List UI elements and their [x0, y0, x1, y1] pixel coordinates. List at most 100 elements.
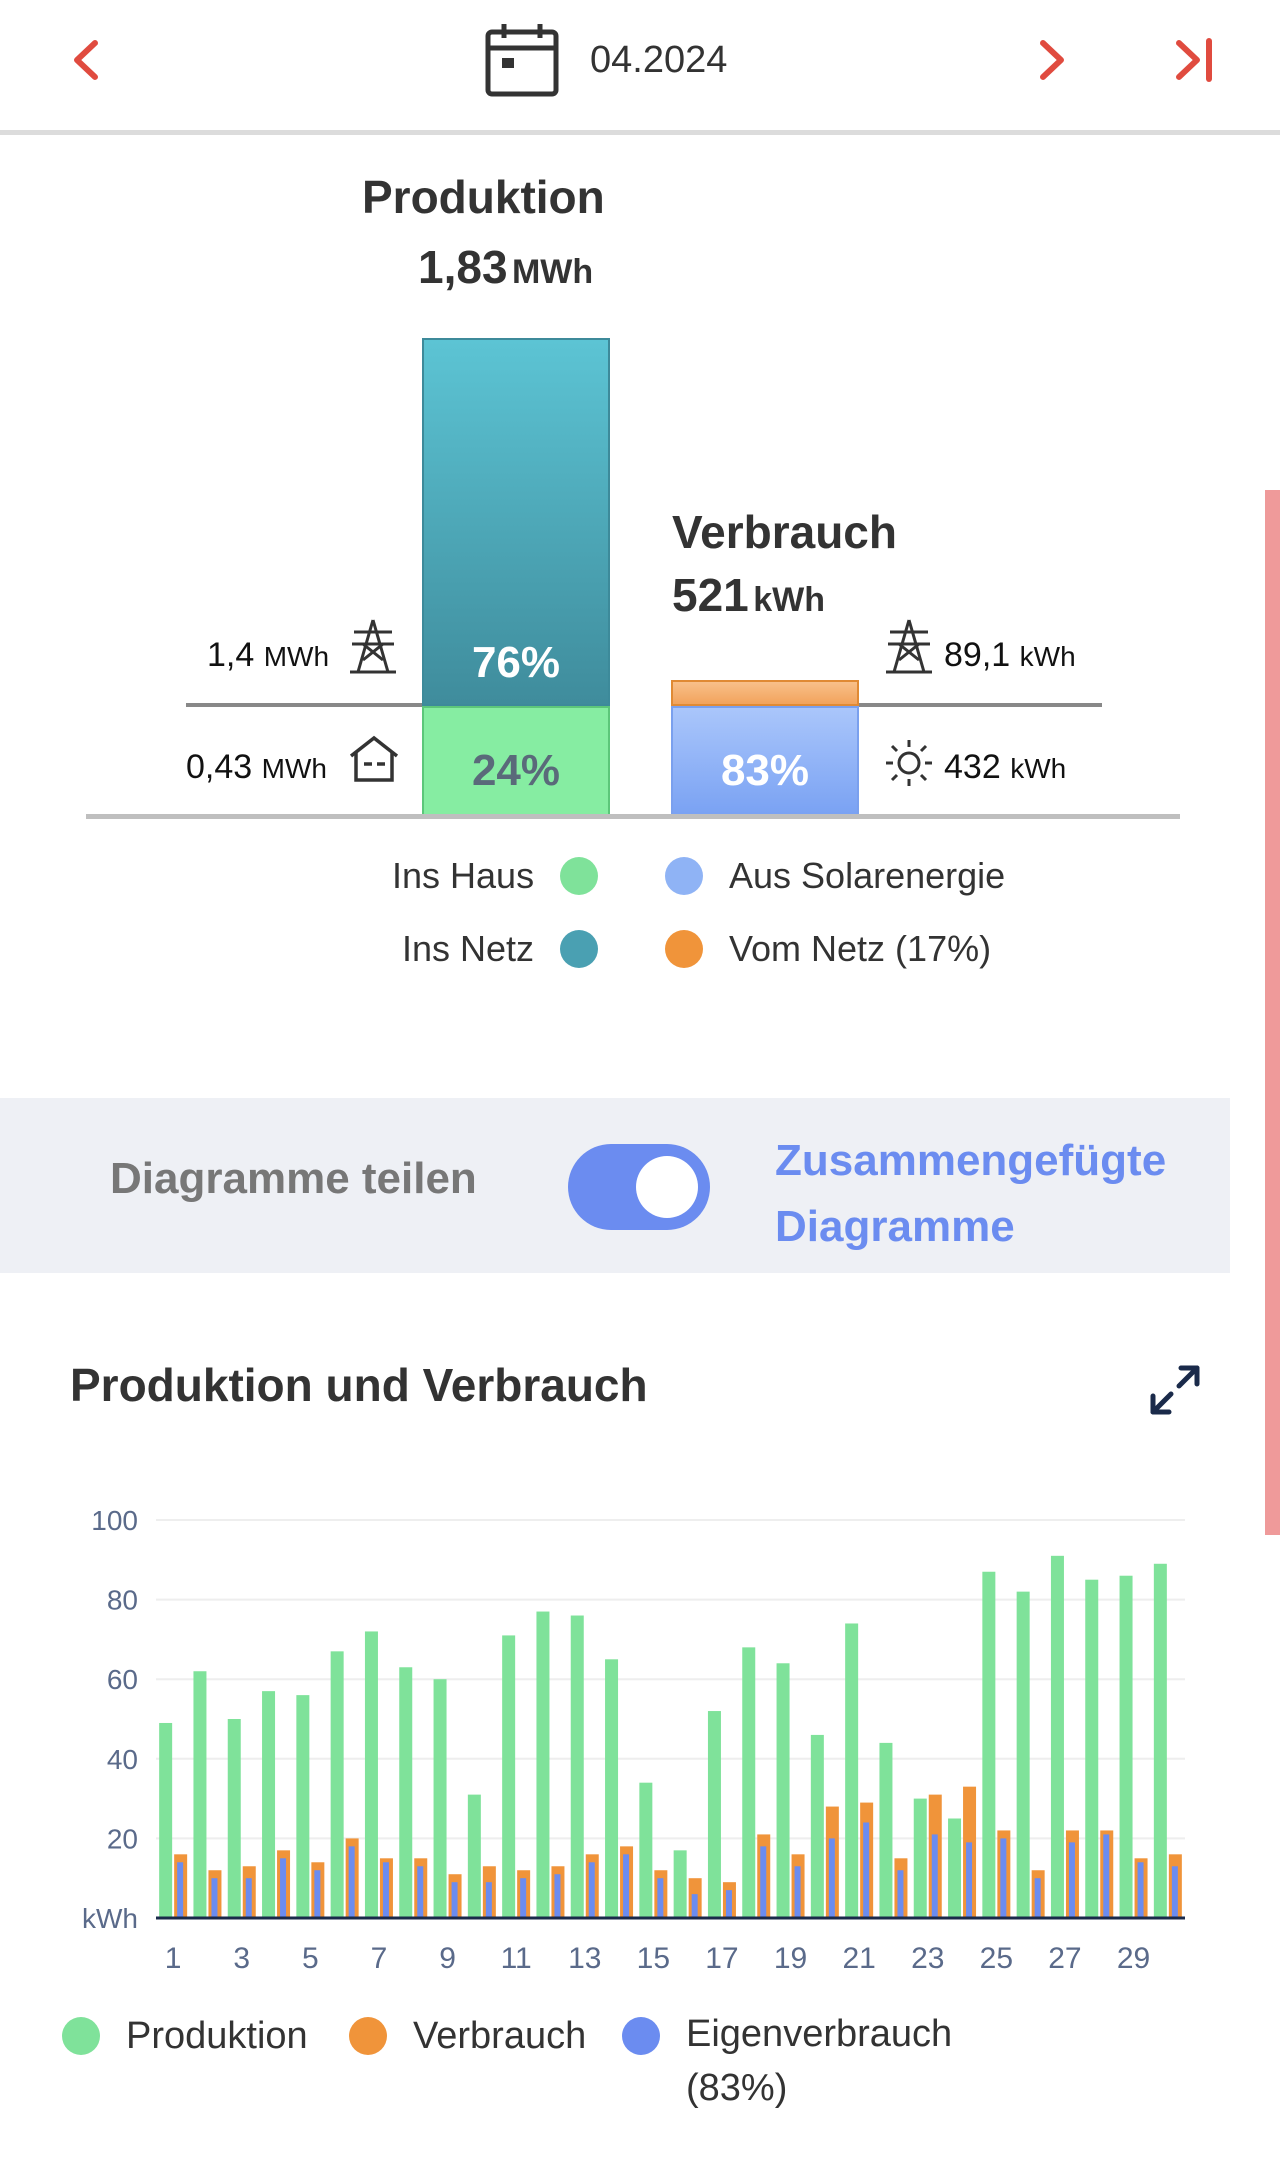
house-value: 0,43 MWh	[186, 748, 327, 787]
expand-icon[interactable]	[1145, 1360, 1205, 1420]
bar-production[interactable]	[742, 1647, 756, 1918]
chart-legend-self: Eigenverbrauch (83%)	[622, 2013, 952, 2115]
bar-self-consumption[interactable]	[348, 1846, 355, 1918]
bar-production[interactable]	[707, 1711, 721, 1918]
bar-self-consumption[interactable]	[177, 1862, 184, 1918]
grid-export-value: 1,4 MWh	[207, 636, 329, 675]
bar-self-consumption[interactable]	[966, 1842, 973, 1918]
bar-self-consumption[interactable]	[485, 1882, 492, 1918]
bar-self-consumption[interactable]	[897, 1870, 904, 1918]
next-month-button[interactable]	[1023, 30, 1083, 90]
bar-production[interactable]	[948, 1818, 962, 1919]
bar-self-consumption[interactable]	[417, 1866, 424, 1918]
bar-self-consumption[interactable]	[280, 1858, 287, 1918]
bar-production[interactable]	[639, 1782, 653, 1918]
skip-to-end-icon	[1176, 38, 1212, 82]
consumption-value: 521	[672, 569, 749, 621]
bar-production[interactable]	[673, 1850, 687, 1918]
grid-export-unit: MWh	[263, 641, 330, 672]
bar-production[interactable]	[1119, 1575, 1133, 1918]
bar-self-consumption[interactable]	[657, 1878, 664, 1918]
solar-value: 432 kWh	[944, 748, 1066, 787]
x-tick-label: 11	[501, 1942, 532, 1975]
bar-production[interactable]	[193, 1671, 207, 1918]
bar-production[interactable]	[364, 1631, 378, 1918]
bar-self-consumption[interactable]	[794, 1866, 801, 1918]
y-axis-label: kWh	[82, 1903, 138, 1934]
bar-production[interactable]	[776, 1663, 790, 1918]
x-tick-label: 29	[1117, 1942, 1150, 1975]
bar-production[interactable]	[1050, 1555, 1064, 1918]
legend-aus-solar-label: Aus Solarenergie	[729, 855, 1006, 896]
chevron-right-icon	[1040, 40, 1064, 80]
scroll-indicator[interactable]	[1265, 490, 1280, 1535]
chart-legend-production-dot	[62, 2017, 100, 2055]
divider-right	[859, 703, 1102, 707]
chart-legend-production: Produktion	[62, 2015, 308, 2058]
bar-self-consumption[interactable]	[1000, 1838, 1007, 1918]
bar-production[interactable]	[262, 1691, 276, 1918]
bar-production[interactable]	[913, 1798, 927, 1918]
bar-self-consumption[interactable]	[451, 1882, 458, 1918]
bar-production[interactable]	[810, 1734, 824, 1918]
bar-production[interactable]	[433, 1679, 447, 1918]
bar-production[interactable]	[1016, 1591, 1030, 1918]
bar-self-consumption[interactable]	[245, 1878, 252, 1918]
bar-self-consumption[interactable]	[1034, 1878, 1041, 1918]
consumption-title: Verbrauch	[672, 506, 897, 558]
bar-production[interactable]	[1085, 1579, 1099, 1918]
bar-self-consumption[interactable]	[691, 1894, 698, 1918]
x-tick-label: 27	[1048, 1942, 1081, 1975]
bar-self-consumption[interactable]	[314, 1870, 321, 1918]
production-grid-percent: 76%	[471, 638, 561, 687]
production-total: 1,83 MWh	[418, 240, 593, 294]
bar-production[interactable]	[502, 1635, 516, 1918]
x-tick-label: 17	[705, 1942, 738, 1975]
merged-charts-label[interactable]: Zusammengefügte Diagramme	[775, 1136, 1167, 1251]
production-value: 1,83	[418, 241, 508, 293]
bar-production[interactable]	[399, 1667, 413, 1918]
chart-legend-consumption-label: Verbrauch	[413, 2015, 587, 2057]
bar-self-consumption[interactable]	[760, 1846, 767, 1918]
bar-self-consumption[interactable]	[382, 1862, 389, 1918]
bar-production[interactable]	[982, 1571, 996, 1918]
x-tick-label: 7	[371, 1942, 388, 1975]
bar-self-consumption[interactable]	[863, 1822, 870, 1918]
previous-month-button[interactable]	[55, 30, 115, 90]
toggle-knob	[636, 1156, 698, 1218]
grid-export-number: 1,4	[207, 636, 255, 674]
bar-self-consumption[interactable]	[1171, 1866, 1178, 1918]
bar-self-consumption[interactable]	[828, 1838, 835, 1918]
legend-ins-haus-label: Ins Haus	[392, 855, 535, 896]
bar-self-consumption[interactable]	[931, 1834, 938, 1918]
bar-production[interactable]	[605, 1659, 619, 1918]
bar-self-consumption[interactable]	[554, 1874, 561, 1918]
bar-production[interactable]	[227, 1719, 241, 1918]
bar-self-consumption[interactable]	[725, 1890, 732, 1918]
bar-production[interactable]	[330, 1651, 344, 1918]
x-tick-label: 23	[911, 1942, 944, 1975]
bar-production[interactable]	[1153, 1563, 1167, 1918]
bar-self-consumption[interactable]	[211, 1878, 218, 1918]
x-tick-label: 3	[233, 1942, 250, 1975]
bar-self-consumption[interactable]	[623, 1854, 630, 1918]
house-icon	[349, 735, 399, 782]
bar-self-consumption[interactable]	[1068, 1842, 1075, 1918]
legend-aus-solar: Aus Solarenergie	[665, 855, 1005, 897]
bar-production[interactable]	[845, 1623, 859, 1918]
bar-self-consumption[interactable]	[588, 1862, 595, 1918]
bar-production[interactable]	[879, 1742, 893, 1918]
bar-self-consumption[interactable]	[520, 1878, 527, 1918]
chart-legend-self-dot	[622, 2017, 660, 2055]
bar-production[interactable]	[467, 1794, 481, 1918]
last-month-button[interactable]	[1165, 30, 1225, 90]
bar-self-consumption[interactable]	[1103, 1834, 1110, 1918]
bar-production[interactable]	[570, 1615, 584, 1918]
x-tick-label: 25	[980, 1942, 1013, 1975]
bar-production[interactable]	[296, 1695, 310, 1918]
bar-production[interactable]	[536, 1611, 550, 1918]
date-selector[interactable]: 04.2024	[484, 20, 727, 100]
bar-production[interactable]	[159, 1722, 173, 1918]
chart-mode-toggle[interactable]	[568, 1144, 710, 1230]
bar-self-consumption[interactable]	[1137, 1862, 1144, 1918]
